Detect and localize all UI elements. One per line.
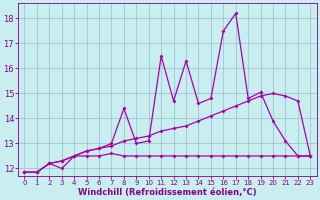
X-axis label: Windchill (Refroidissement éolien,°C): Windchill (Refroidissement éolien,°C) [78,188,257,197]
